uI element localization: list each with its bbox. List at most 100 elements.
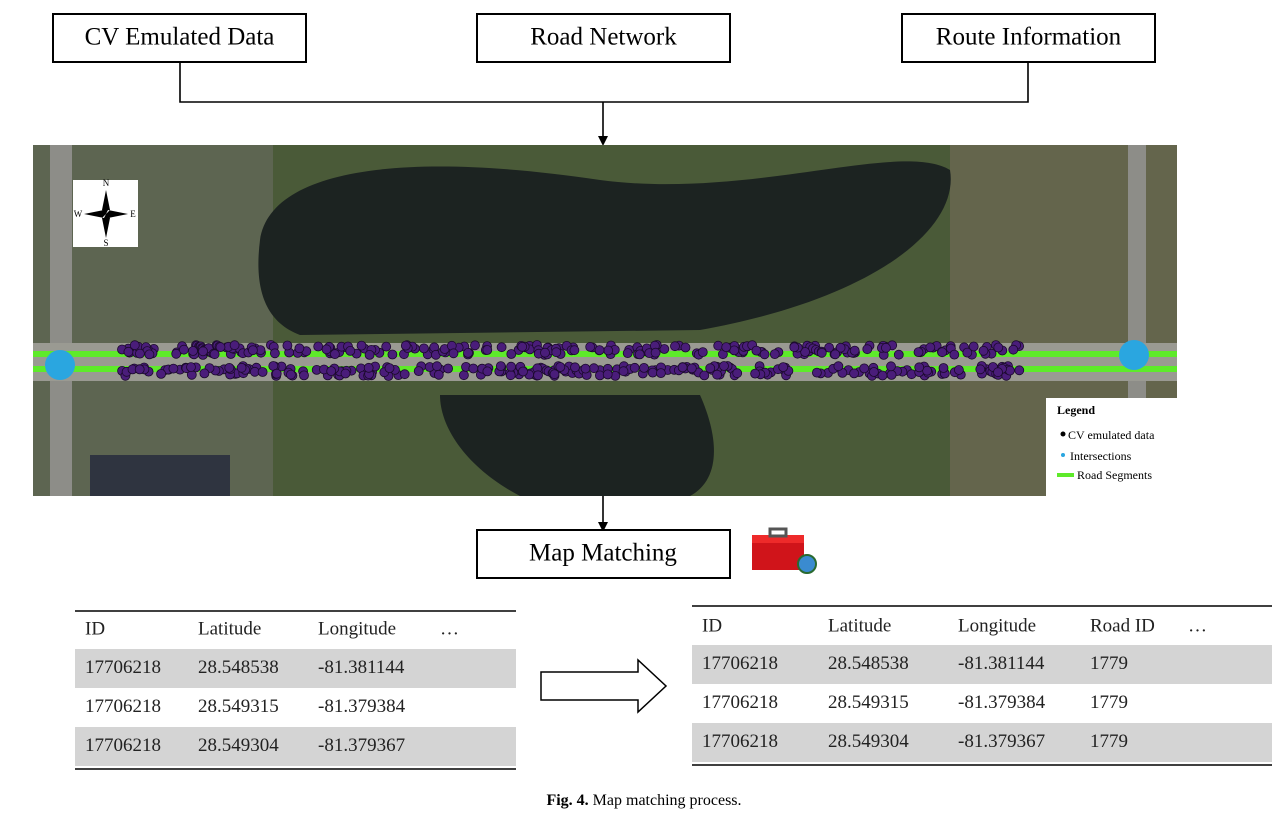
vehicle-point (812, 367, 822, 378)
table-cell: 28.548538 (198, 657, 279, 678)
vehicle-point (470, 340, 480, 351)
vehicle-point (719, 361, 729, 371)
vehicle-point (705, 363, 716, 374)
table-cell: 17706218 (85, 657, 161, 678)
row-shade (75, 649, 516, 688)
vehicle-point (551, 347, 562, 358)
vehicle-point (580, 363, 591, 374)
table-header: Latitude (828, 615, 891, 636)
vehicle-point (975, 364, 986, 375)
vehicle-point (433, 369, 444, 380)
table-header: Longitude (958, 615, 1036, 636)
vehicle-point (677, 362, 688, 373)
compass-n: N (103, 178, 110, 188)
table-header: ID (85, 618, 105, 639)
vehicle-point (285, 369, 296, 380)
vehicle-point (877, 370, 888, 381)
vehicle-point (993, 367, 1003, 378)
vehicle-point (937, 347, 948, 358)
vehicle-point (589, 363, 599, 374)
caption-label: Fig. 4. (546, 792, 588, 809)
vehicle-point (569, 345, 580, 356)
vehicle-point (199, 368, 210, 379)
legend-item: CV emulated data (1068, 428, 1155, 442)
vehicle-point (650, 347, 661, 358)
vehicle-point (326, 366, 337, 377)
table-cell: 17706218 (85, 735, 161, 756)
vehicle-point (750, 368, 760, 379)
vehicle-point (686, 363, 697, 374)
vehicle-point (364, 349, 375, 360)
vehicle-point (830, 349, 841, 360)
vehicle-point (759, 349, 770, 360)
input-box (52, 13, 307, 63)
vehicle-point (356, 340, 367, 351)
vehicle-point (659, 344, 670, 354)
vehicle-point (816, 347, 827, 358)
input-box (476, 13, 731, 63)
compass-w: W (74, 209, 83, 219)
vehicle-point (482, 345, 493, 355)
table-cell: 28.549304 (198, 735, 279, 756)
vehicle-point (506, 349, 517, 359)
vehicle-point (594, 345, 605, 356)
table-header: Road ID (1090, 615, 1155, 636)
vehicle-point (699, 370, 710, 381)
vehicle-point (713, 340, 724, 351)
vehicle-point (869, 367, 879, 377)
table-cell: 28.548538 (828, 653, 909, 674)
vehicle-point (968, 341, 979, 352)
vehicle-point (656, 368, 666, 379)
row-shade (692, 645, 1272, 684)
vehicle-point (418, 343, 429, 354)
input-label: CV Emulated Data (85, 24, 275, 51)
vehicle-point (622, 348, 633, 359)
vehicle-point (886, 369, 897, 380)
vehicle-point (443, 363, 454, 374)
vehicle-point (505, 370, 516, 381)
vehicle-point (618, 366, 629, 377)
vehicle-point (329, 349, 340, 360)
vehicle-point (533, 370, 543, 381)
input-boxes: CV Emulated Data Road Network Route Inform… (52, 13, 1156, 63)
vehicle-point (363, 362, 374, 373)
vehicle-point (670, 341, 680, 352)
vehicle-point (993, 342, 1004, 353)
vehicle-point (639, 362, 649, 373)
vehicle-point (313, 341, 324, 352)
vehicle-point (721, 342, 732, 353)
compass-s: S (103, 238, 108, 248)
table-cell: -81.381144 (958, 653, 1045, 674)
table-header: Latitude (198, 618, 261, 639)
table-cell: -81.379367 (958, 731, 1045, 752)
vehicle-point (482, 366, 493, 377)
vehicle-point (399, 369, 410, 380)
vehicle-point (800, 347, 810, 357)
vehicle-point (893, 349, 904, 360)
vehicle-point (458, 370, 469, 381)
vehicle-point (345, 345, 356, 356)
table-header: … (1188, 615, 1207, 636)
vehicle-point (282, 340, 293, 351)
table-cell: -81.379384 (958, 692, 1046, 713)
legend-title: Legend (1057, 403, 1095, 417)
vehicle-point (413, 366, 424, 377)
vehicle-point (835, 342, 846, 353)
vehicle-point (463, 347, 473, 358)
vehicle-point (198, 346, 208, 357)
vehicle-point (949, 349, 960, 360)
vehicle-point (789, 342, 800, 353)
vehicle-point (168, 363, 179, 374)
vehicle-point (913, 347, 924, 358)
vehicle-point (171, 348, 182, 359)
input-label: Road Network (530, 24, 677, 51)
vehicle-point (978, 345, 989, 356)
vehicle-point (215, 342, 226, 353)
caption: Fig. 4. Map matching process. (546, 792, 741, 809)
table-header: … (440, 618, 459, 639)
vehicle-point (954, 365, 964, 375)
vehicle-point (186, 362, 196, 373)
legend-item: Intersections (1070, 449, 1132, 463)
vehicle-point (1005, 365, 1015, 376)
vehicle-point (448, 348, 459, 359)
